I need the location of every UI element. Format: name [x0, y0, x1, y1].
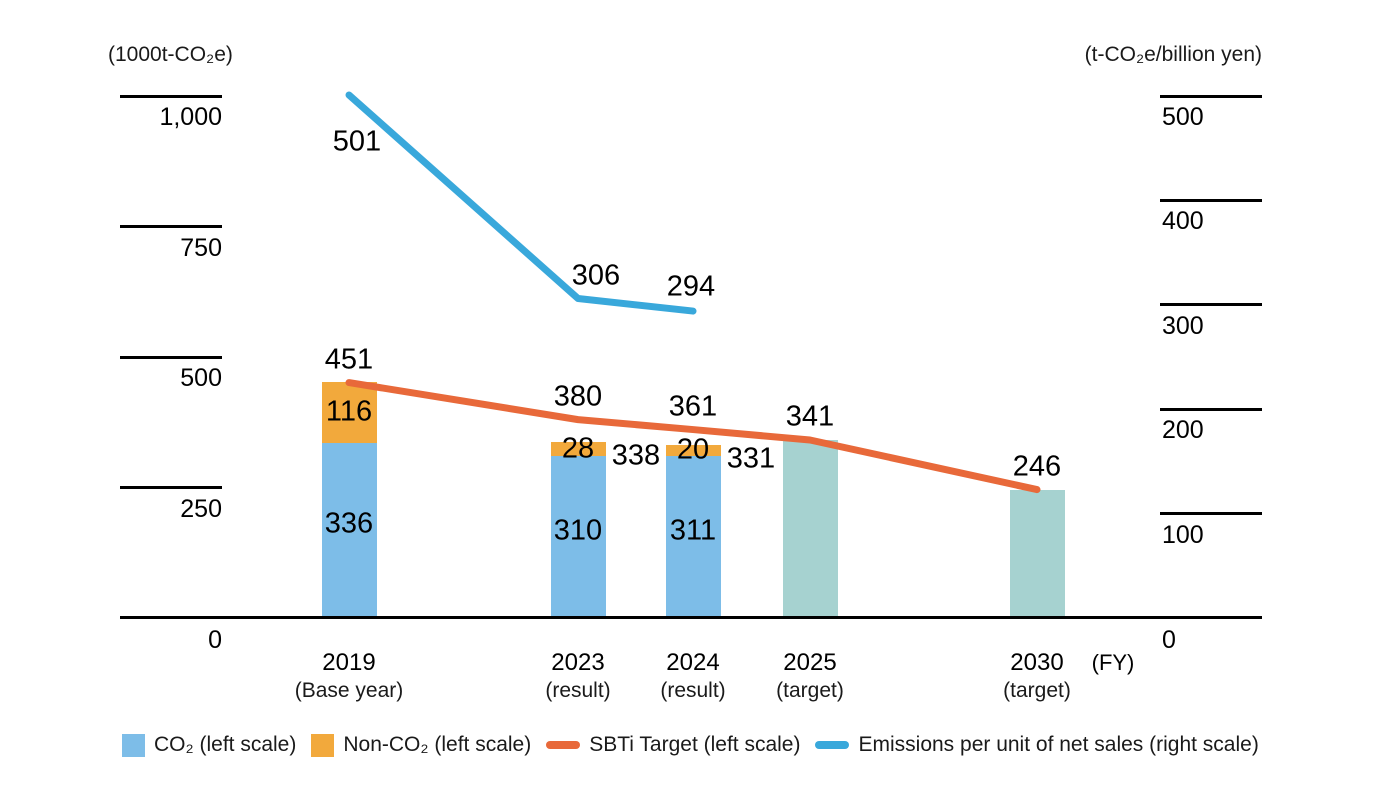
sbti-target-value-label: 451	[324, 343, 374, 376]
left-axis-zero-label: 0	[208, 626, 222, 654]
right-axis-tick-label: 300	[1162, 311, 1204, 340]
left-axis-tick-label: 1,000	[159, 103, 222, 131]
emissions-per-unit-value-label: 294	[666, 270, 716, 303]
bar-co2-value-label: 311	[669, 514, 717, 547]
left-axis-tick-label: 750	[180, 233, 222, 262]
x-axis-year-label: 2030	[1010, 649, 1064, 676]
x-axis-year-label: 2025	[783, 649, 837, 676]
left-axis-tick-line	[120, 225, 222, 228]
sbti-target-line	[345, 379, 1041, 494]
left-axis-tick-line	[120, 355, 222, 359]
right-axis-tick-line	[1160, 303, 1262, 307]
bar-nonco2-value-label: 20	[676, 433, 710, 466]
legend-item: CO₂ (left scale)	[122, 733, 296, 757]
legend-swatch-line	[546, 741, 581, 749]
legend-label: SBTi Target (left scale)	[589, 733, 801, 756]
x-axis-year-label: 2023	[551, 649, 605, 676]
right-axis-tick-line	[1160, 198, 1262, 202]
x-axis-note-label: (result)	[545, 679, 611, 702]
sbti-target-value-label: 380	[553, 380, 603, 413]
x-axis-line	[120, 616, 1262, 619]
sbti-target-value-label: 341	[785, 400, 835, 433]
right-axis-tick-label: 400	[1162, 207, 1204, 236]
bar-total-side-label: 338	[611, 439, 661, 472]
bar-co2-2023	[550, 456, 606, 618]
legend-item: Emissions per unit of net sales (right s…	[815, 733, 1259, 757]
x-axis-fy-label: (FY)	[1091, 650, 1135, 675]
bar-target-2025	[782, 439, 838, 618]
x-axis-note-label: (result)	[660, 679, 726, 702]
bar-co2-2024	[665, 455, 721, 618]
x-axis-year-label: 2019	[322, 649, 376, 676]
x-axis-note-label: (Base year)	[294, 679, 404, 702]
bar-target-2030	[1009, 489, 1065, 618]
sbti-target-value-label: 361	[668, 390, 718, 423]
bar-nonco2-value-label: 28	[561, 432, 595, 465]
bar-nonco2-value-label: 116	[325, 395, 373, 428]
right-axis-tick-line	[1160, 94, 1262, 98]
right-axis-tick-label: 500	[1162, 103, 1204, 131]
x-axis-year-label: 2024	[666, 649, 720, 676]
legend-item: SBTi Target (left scale)	[546, 733, 800, 757]
emissions-per-unit-line	[345, 91, 697, 315]
legend-swatch-line	[815, 741, 850, 749]
left-axis-unit-label: (1000t-CO₂e)	[108, 43, 233, 66]
bar-co2-value-label: 310	[553, 514, 603, 547]
legend-label: CO₂ (left scale)	[154, 733, 297, 756]
legend-swatch-square	[311, 733, 335, 757]
left-axis-tick-line	[120, 486, 222, 489]
legend-label: Emissions per unit of net sales (right s…	[858, 733, 1259, 756]
bar-nonco2-2024	[665, 445, 721, 456]
left-axis-tick-label: 500	[180, 364, 222, 392]
bar-total-side-label: 331	[726, 442, 776, 475]
legend: CO₂ (left scale) Non-CO₂ (left scale) SBTi…	[122, 733, 1259, 757]
right-axis-tick-line	[1160, 512, 1262, 516]
bar-nonco2-2023	[550, 441, 606, 457]
sbti-target-value-label: 246	[1012, 450, 1062, 483]
right-axis-unit-label: (t-CO₂e/billion yen)	[1084, 43, 1262, 66]
emissions-per-unit-value-label: 306	[571, 259, 621, 292]
right-axis-tick-label: 200	[1162, 416, 1204, 445]
right-axis-tick-label: 100	[1162, 520, 1204, 549]
right-axis-tick-line	[1160, 407, 1262, 411]
right-axis-zero-label: 0	[1162, 626, 1176, 654]
left-axis-tick-label: 250	[180, 494, 222, 523]
x-axis-note-label: (target)	[1003, 679, 1071, 702]
bar-nonco2-2019	[321, 382, 377, 443]
legend-item: Non-CO₂ (left scale)	[311, 733, 531, 757]
legend-label: Non-CO₂ (left scale)	[343, 733, 532, 756]
left-axis-tick-line	[120, 94, 222, 98]
legend-swatch-square	[122, 733, 145, 757]
bar-co2-2019	[321, 442, 377, 618]
x-axis-note-label: (target)	[776, 679, 844, 702]
bar-co2-value-label: 336	[324, 507, 374, 540]
emissions-per-unit-value-label: 501	[332, 125, 382, 158]
